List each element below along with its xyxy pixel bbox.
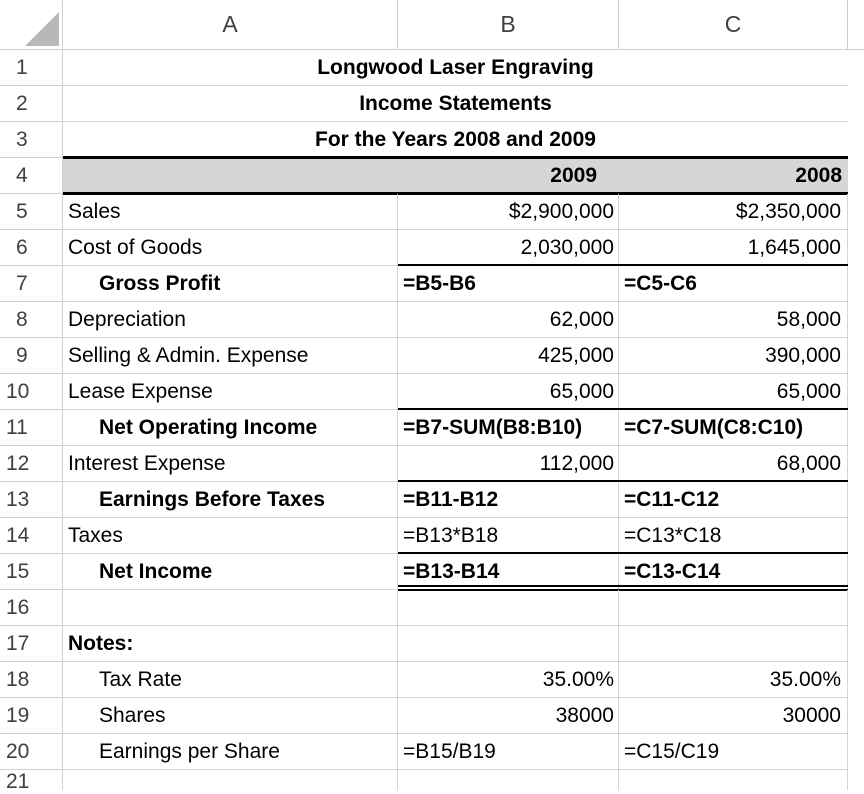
row-header-4[interactable]: 4 [0,158,63,194]
cell-b11[interactable]: =B7-SUM(B8:B10) [398,410,619,446]
row-header-18[interactable]: 18 [0,662,63,698]
cell-b19[interactable]: 38000 [398,698,619,734]
cell-a11[interactable]: Net Operating Income [63,410,398,446]
cell-a9[interactable]: Selling & Admin. Expense [63,338,398,374]
cell-c16[interactable] [619,590,848,626]
cell-a5[interactable]: Sales [63,194,398,230]
cell-b4[interactable]: 2009 [398,158,619,194]
cell-c6[interactable]: 1,645,000 [619,230,848,266]
cell-c13[interactable]: =C11-C12 [619,482,848,518]
cell-a14[interactable]: Taxes [63,518,398,554]
cell-a4[interactable] [63,158,398,194]
cell-a17[interactable]: Notes: [63,626,398,662]
cell-b20[interactable]: =B15/B19 [398,734,619,770]
row-header-14[interactable]: 14 [0,518,63,554]
cell-c20[interactable]: =C15/C19 [619,734,848,770]
row-header-3[interactable]: 3 [0,122,63,158]
cell-c10[interactable]: 65,000 [619,374,848,410]
subtotal-border-row10 [398,408,848,410]
cell-c21[interactable] [619,770,848,790]
row-header-5[interactable]: 5 [0,194,63,230]
cell-a21[interactable] [63,770,398,790]
cell-a6[interactable]: Cost of Goods [63,230,398,266]
row-header-9[interactable]: 9 [0,338,63,374]
row-header-2[interactable]: 2 [0,86,63,122]
row-header-1[interactable]: 1 [0,50,63,86]
row-header-19[interactable]: 19 [0,698,63,734]
cell-c7[interactable]: =C5-C6 [619,266,848,302]
cell-a1-merged[interactable] [63,50,848,86]
cell-a18[interactable]: Tax Rate [63,662,398,698]
cell-b16[interactable] [398,590,619,626]
cell-a8[interactable]: Depreciation [63,302,398,338]
row-header-15[interactable]: 15 [0,554,63,590]
header-bottom-border [63,192,848,195]
cell-a2-merged[interactable] [63,86,848,122]
row-header-7[interactable]: 7 [0,266,63,302]
subtotal-border-row14 [398,552,848,554]
cell-b13[interactable]: =B11-B12 [398,482,619,518]
cell-a13[interactable]: Earnings Before Taxes [63,482,398,518]
cell-a19[interactable]: Shares [63,698,398,734]
column-header-c[interactable]: C [619,0,848,50]
column-header-overflow[interactable] [848,0,864,50]
cell-b7[interactable]: =B5-B6 [398,266,619,302]
cell-c18[interactable]: 35.00% [619,662,848,698]
cell-b9[interactable]: 425,000 [398,338,619,374]
column-header-b[interactable]: B [398,0,619,50]
cell-b10[interactable]: 65,000 [398,374,619,410]
row-header-8[interactable]: 8 [0,302,63,338]
row-header-20[interactable]: 20 [0,734,63,770]
subtotal-border-row6 [398,264,848,266]
row-header-21[interactable]: 21 [0,770,63,793]
row-header-11[interactable]: 11 [0,410,63,446]
row-header-12[interactable]: 12 [0,446,63,482]
cell-c14[interactable]: =C13*C18 [619,518,848,554]
cell-b12[interactable]: 112,000 [398,446,619,482]
cell-b21[interactable] [398,770,619,790]
cell-a10[interactable]: Lease Expense [63,374,398,410]
cell-c11[interactable]: =C7-SUM(C8:C10) [619,410,848,446]
row-header-17[interactable]: 17 [0,626,63,662]
cell-c17[interactable] [619,626,848,662]
cell-c19[interactable]: 30000 [619,698,848,734]
row-header-10[interactable]: 10 [0,374,63,410]
select-all-triangle-icon [25,12,59,46]
cell-a20[interactable]: Earnings per Share [63,734,398,770]
cell-b17[interactable] [398,626,619,662]
company-title: Longwood Laser Engraving [317,56,594,79]
column-header-a[interactable]: A [63,0,398,50]
cell-a16[interactable] [63,590,398,626]
cell-c8[interactable]: 58,000 [619,302,848,338]
cell-b14[interactable]: =B13*B18 [398,518,619,554]
statement-title: Income Statements [359,92,552,115]
cell-c4[interactable]: 2008 [619,158,848,194]
cell-a7[interactable]: Gross Profit [63,266,398,302]
cell-c9[interactable]: 390,000 [619,338,848,374]
cell-b8[interactable]: 62,000 [398,302,619,338]
row-header-16[interactable]: 16 [0,590,63,626]
cell-c5[interactable]: $2,350,000 [619,194,848,230]
row-header-6[interactable]: 6 [0,230,63,266]
period-title: For the Years 2008 and 2009 [315,128,596,151]
cell-a12[interactable]: Interest Expense [63,446,398,482]
cell-b6[interactable]: 2,030,000 [398,230,619,266]
cell-b18[interactable]: 35.00% [398,662,619,698]
subtotal-border-row12 [398,480,848,482]
cell-a15[interactable]: Net Income [63,554,398,590]
cell-b5[interactable]: $2,900,000 [398,194,619,230]
select-all-button[interactable] [0,0,63,50]
double-underline-bottom [398,589,848,591]
header-top-border [63,156,848,159]
row-header-13[interactable]: 13 [0,482,63,518]
double-underline-top [398,585,848,587]
cell-c12[interactable]: 68,000 [619,446,848,482]
